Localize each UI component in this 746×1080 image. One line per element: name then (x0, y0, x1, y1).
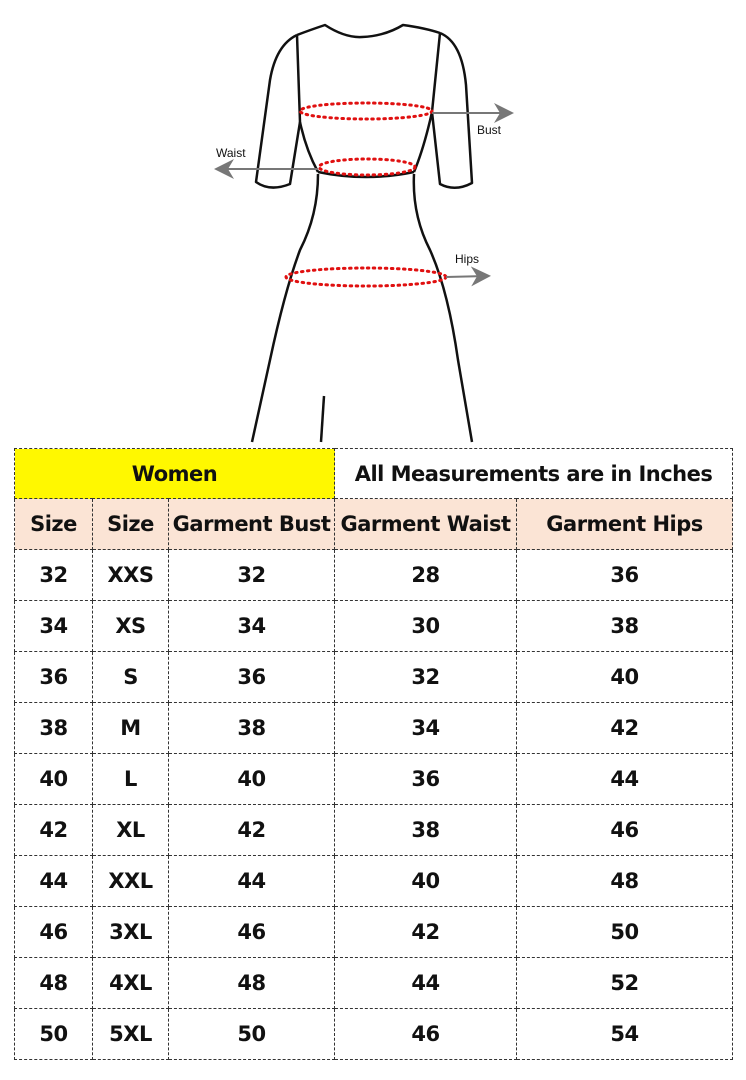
table-cell: 32 (334, 651, 518, 703)
column-header: Size (92, 498, 169, 550)
hips-measure-line (284, 266, 448, 288)
hips-label: Hips (455, 252, 479, 266)
table-cell: 36 (334, 753, 518, 805)
table-cell: 32 (14, 549, 93, 601)
table-cell: 3XL (92, 906, 169, 958)
table-banner-row: Women All Measurements are in Inches (13, 448, 734, 499)
table-cell: 50 (167, 1008, 336, 1060)
table-cell: XXL (92, 855, 169, 907)
table-cell: 34 (334, 702, 518, 754)
table-cell: 42 (167, 804, 336, 856)
dress-outline (250, 23, 474, 443)
table-cell: 34 (14, 600, 93, 652)
table-cell: 50 (14, 1008, 93, 1060)
table-row: 32 XXS 32 28 36 (14, 549, 734, 601)
table-cell: 48 (14, 957, 93, 1009)
table-cell: S (92, 651, 169, 703)
table-cell: 42 (516, 702, 734, 754)
table-cell: 4XL (92, 957, 169, 1009)
table-row: 36 S 36 32 40 (14, 651, 734, 703)
table-cell: 44 (14, 855, 93, 907)
table-cell: 46 (167, 906, 336, 958)
table-cell: L (92, 753, 169, 805)
units-note: All Measurements are in Inches (334, 448, 734, 499)
table-cell: 44 (167, 855, 336, 907)
bust-label: Bust (477, 123, 502, 137)
size-chart-table: Women All Measurements are in Inches Siz… (13, 448, 734, 1060)
table-cell: M (92, 702, 169, 754)
table-cell: XXS (92, 549, 169, 601)
table-row: 38 M 38 34 42 (14, 702, 734, 754)
table-cell: 36 (167, 651, 336, 703)
column-header: Garment Bust (167, 498, 336, 550)
table-cell: 40 (14, 753, 93, 805)
bust-measure-line (298, 101, 434, 121)
table-cell: 38 (334, 804, 518, 856)
table-cell: 30 (334, 600, 518, 652)
table-cell: 40 (167, 753, 336, 805)
category-label: Women (13, 448, 336, 499)
table-cell: 34 (167, 600, 336, 652)
hips-arrow-icon (445, 266, 491, 287)
table-cell: 38 (516, 600, 734, 652)
table-cell: 46 (14, 906, 93, 958)
table-cell: 36 (516, 549, 734, 601)
table-cell: 38 (167, 702, 336, 754)
table-row: 44 XXL 44 40 48 (14, 855, 734, 907)
table-cell: 40 (334, 855, 518, 907)
table-row: 42 XL 42 38 46 (14, 804, 734, 856)
table-cell: 36 (14, 651, 93, 703)
table-row: 48 4XL 48 44 52 (14, 957, 734, 1009)
table-cell: 46 (516, 804, 734, 856)
waist-measure-line (317, 157, 417, 177)
table-cell: 48 (516, 855, 734, 907)
table-cell: 42 (334, 906, 518, 958)
measure-lines (284, 101, 448, 288)
column-header: Size (14, 498, 93, 550)
table-cell: 44 (334, 957, 518, 1009)
table-cell: 52 (516, 957, 734, 1009)
table-row: 34 XS 34 30 38 (14, 600, 734, 652)
dress-measurement-diagram: Bust Waist Hips (214, 23, 514, 443)
table-cell: 28 (334, 549, 518, 601)
table-cell: 54 (516, 1008, 734, 1060)
table-cell: 42 (14, 804, 93, 856)
table-cell: 44 (516, 753, 734, 805)
table-cell: 32 (167, 549, 336, 601)
table-cell: XS (92, 600, 169, 652)
table-row: 40 L 40 36 44 (14, 753, 734, 805)
column-header: Garment Hips (516, 498, 734, 550)
table-cell: 46 (334, 1008, 518, 1060)
table-cell: 48 (167, 957, 336, 1009)
table-cell: 38 (14, 702, 93, 754)
waist-label: Waist (216, 146, 246, 160)
table-cell: XL (92, 804, 169, 856)
column-header: Garment Waist (334, 498, 518, 550)
table-cell: 40 (516, 651, 734, 703)
table-cell: 5XL (92, 1008, 169, 1060)
table-row: 50 5XL 50 46 54 (14, 1008, 734, 1060)
table-cell: 50 (516, 906, 734, 958)
table-header-row: Size Size Garment Bust Garment Waist Gar… (14, 498, 734, 550)
table-row: 46 3XL 46 42 50 (14, 906, 734, 958)
